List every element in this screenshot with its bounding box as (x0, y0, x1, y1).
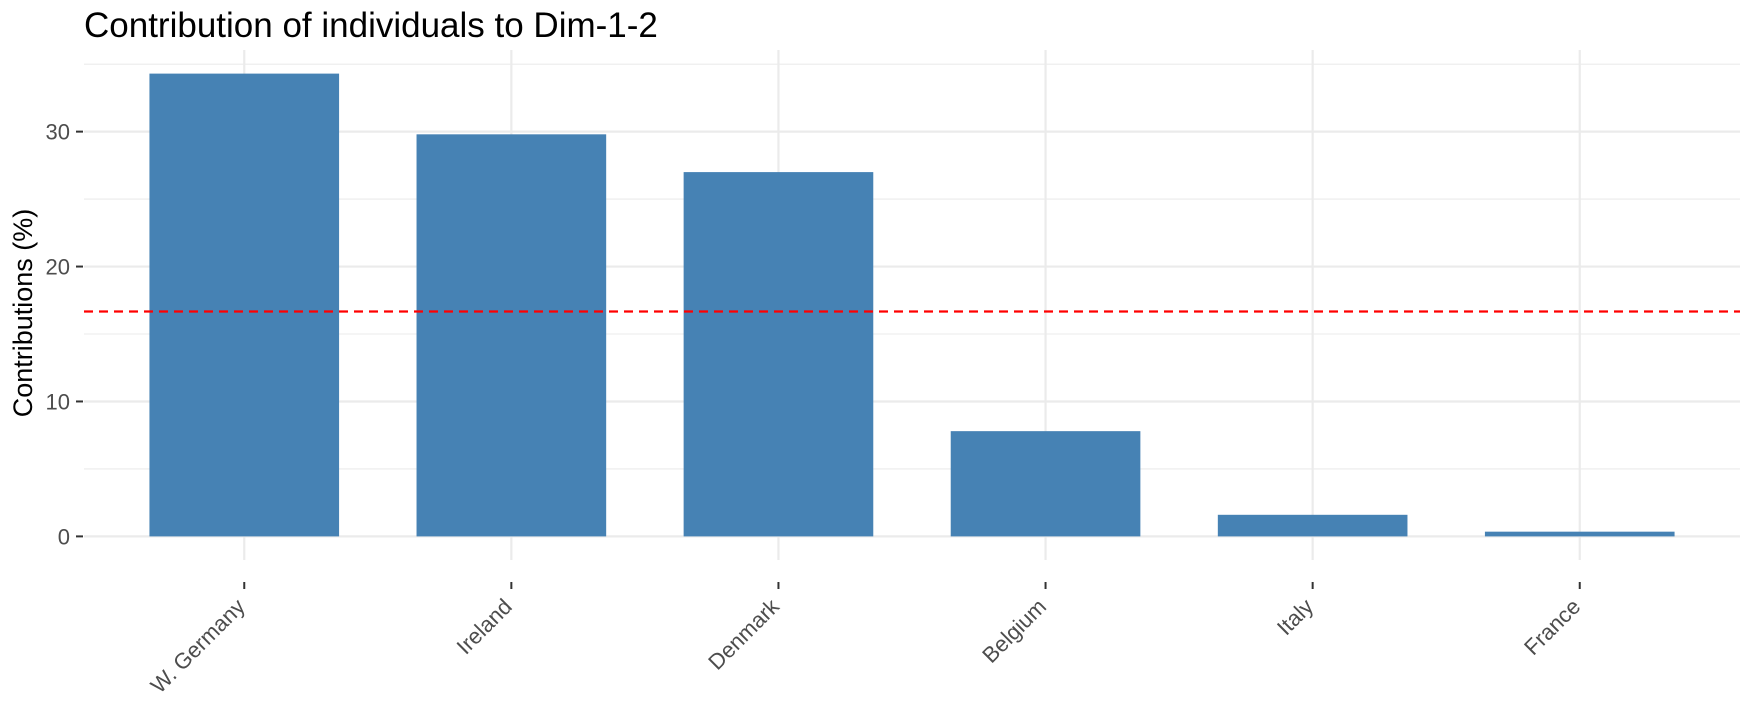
x-tick-label: France (1519, 594, 1585, 660)
y-axis-ticks: 0 10 20 30 (46, 120, 83, 549)
grid-lines (84, 50, 1740, 560)
bar (416, 134, 607, 537)
bar (149, 73, 340, 537)
bars (149, 73, 1675, 537)
bar (950, 431, 1141, 537)
x-tick-label: Denmark (703, 593, 784, 674)
x-tick-label: W. Germany (146, 594, 250, 698)
y-tick-label: 10 (46, 389, 70, 414)
y-tick-label: 30 (46, 120, 70, 145)
x-axis-ticks: W. Germany Ireland Denmark Belgium Italy Fran… (146, 582, 1585, 698)
y-tick-label: 20 (46, 255, 70, 280)
bar (683, 172, 874, 537)
y-axis-title: Contributions (%) (8, 209, 38, 418)
y-tick-label: 0 (58, 524, 70, 549)
x-tick-label: Belgium (977, 594, 1051, 668)
bar (1484, 531, 1675, 537)
chart-title: Contribution of individuals to Dim-1-2 (84, 6, 658, 45)
x-tick-label: Italy (1272, 594, 1318, 640)
x-tick-label: Ireland (452, 594, 517, 659)
bar (1217, 514, 1408, 537)
